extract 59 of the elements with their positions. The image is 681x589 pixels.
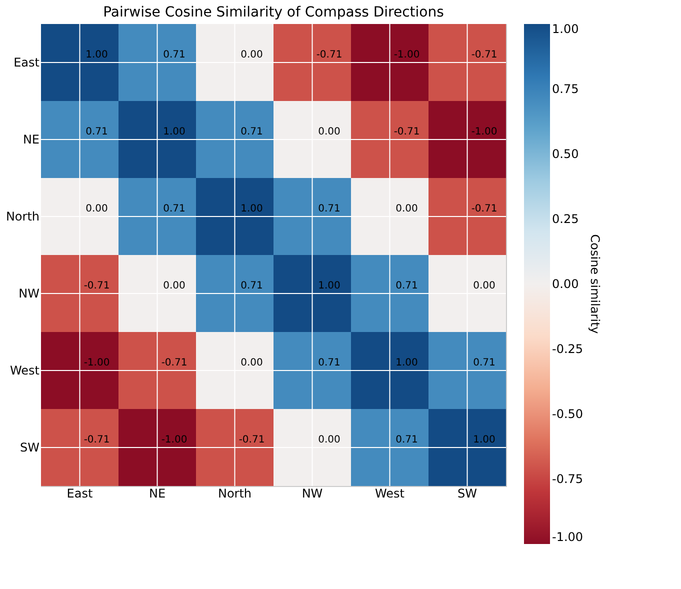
data-label: -0.71 xyxy=(471,50,498,60)
data-label: -0.71 xyxy=(471,204,498,214)
y-tick-label: NE xyxy=(22,132,40,146)
data-label: 0.71 xyxy=(240,126,263,138)
data-label: -1.00 xyxy=(84,358,110,368)
data-label: 1.00 xyxy=(396,358,418,368)
data-label: 0.00 xyxy=(318,126,340,138)
data-label: 1.00 xyxy=(163,126,186,138)
color-bar-label: 0.00 xyxy=(552,277,579,291)
color-bar-label: -1.00 xyxy=(552,530,584,544)
data-label: -0.71 xyxy=(394,126,420,138)
data-label: 0.00 xyxy=(318,434,340,446)
data-label: 0.71 xyxy=(473,358,496,368)
chart-title: Pairwise Cosine Similarity of Compass Directions xyxy=(103,4,444,20)
color-bar-label: -0.75 xyxy=(552,472,584,486)
y-tick-label: West xyxy=(10,364,40,378)
data-label: 0.71 xyxy=(86,126,108,138)
data-label: -0.71 xyxy=(84,434,110,446)
data-label: 0.71 xyxy=(163,204,186,214)
data-label: 0.71 xyxy=(318,204,340,214)
data-label: 0.71 xyxy=(163,50,186,60)
data-label: -0.71 xyxy=(238,434,265,446)
data-label: 1.00 xyxy=(473,434,496,446)
data-label: -0.71 xyxy=(84,280,110,292)
data-label: -1.00 xyxy=(471,126,498,138)
y-tick-label: North xyxy=(6,210,40,224)
data-label: 0.00 xyxy=(163,280,186,292)
data-label: -1.00 xyxy=(161,434,188,446)
x-tick-label: NE xyxy=(148,486,166,500)
data-label: 0.00 xyxy=(396,204,418,214)
data-label: 0.71 xyxy=(396,434,418,446)
x-tick-label: West xyxy=(374,486,405,500)
data-label: 1.00 xyxy=(318,280,340,292)
data-label: 0.71 xyxy=(318,358,340,368)
data-label: -0.71 xyxy=(161,358,188,368)
data-label: 0.71 xyxy=(396,280,418,292)
color-bar-label: 0.75 xyxy=(552,82,579,96)
data-label: 0.71 xyxy=(240,280,263,292)
color-bar-label: -0.25 xyxy=(552,342,584,356)
color-bar-label: 1.00 xyxy=(552,22,579,36)
y-tick-label: East xyxy=(14,56,40,70)
color-bar-title: Cosine similarity xyxy=(588,234,602,334)
x-tick-label: SW xyxy=(458,486,478,500)
x-tick-label: North xyxy=(218,486,252,500)
x-tick-label: East xyxy=(66,486,93,500)
color-bar-label: 0.25 xyxy=(552,212,579,226)
data-label: -1.00 xyxy=(394,50,420,60)
y-tick-label: NW xyxy=(18,286,40,300)
data-label: 0.00 xyxy=(240,358,263,368)
color-bar-label: 0.50 xyxy=(552,147,579,161)
data-label: 1.00 xyxy=(240,204,263,214)
data-label: -0.71 xyxy=(316,50,342,60)
color-bar-label: -0.50 xyxy=(552,407,584,421)
y-tick-label: SW xyxy=(20,440,40,454)
data-label: 0.00 xyxy=(86,204,108,214)
data-label: 1.00 xyxy=(86,50,108,60)
data-label: 0.00 xyxy=(240,50,263,60)
x-tick-label: NW xyxy=(302,486,323,500)
data-label: 0.00 xyxy=(473,280,496,292)
